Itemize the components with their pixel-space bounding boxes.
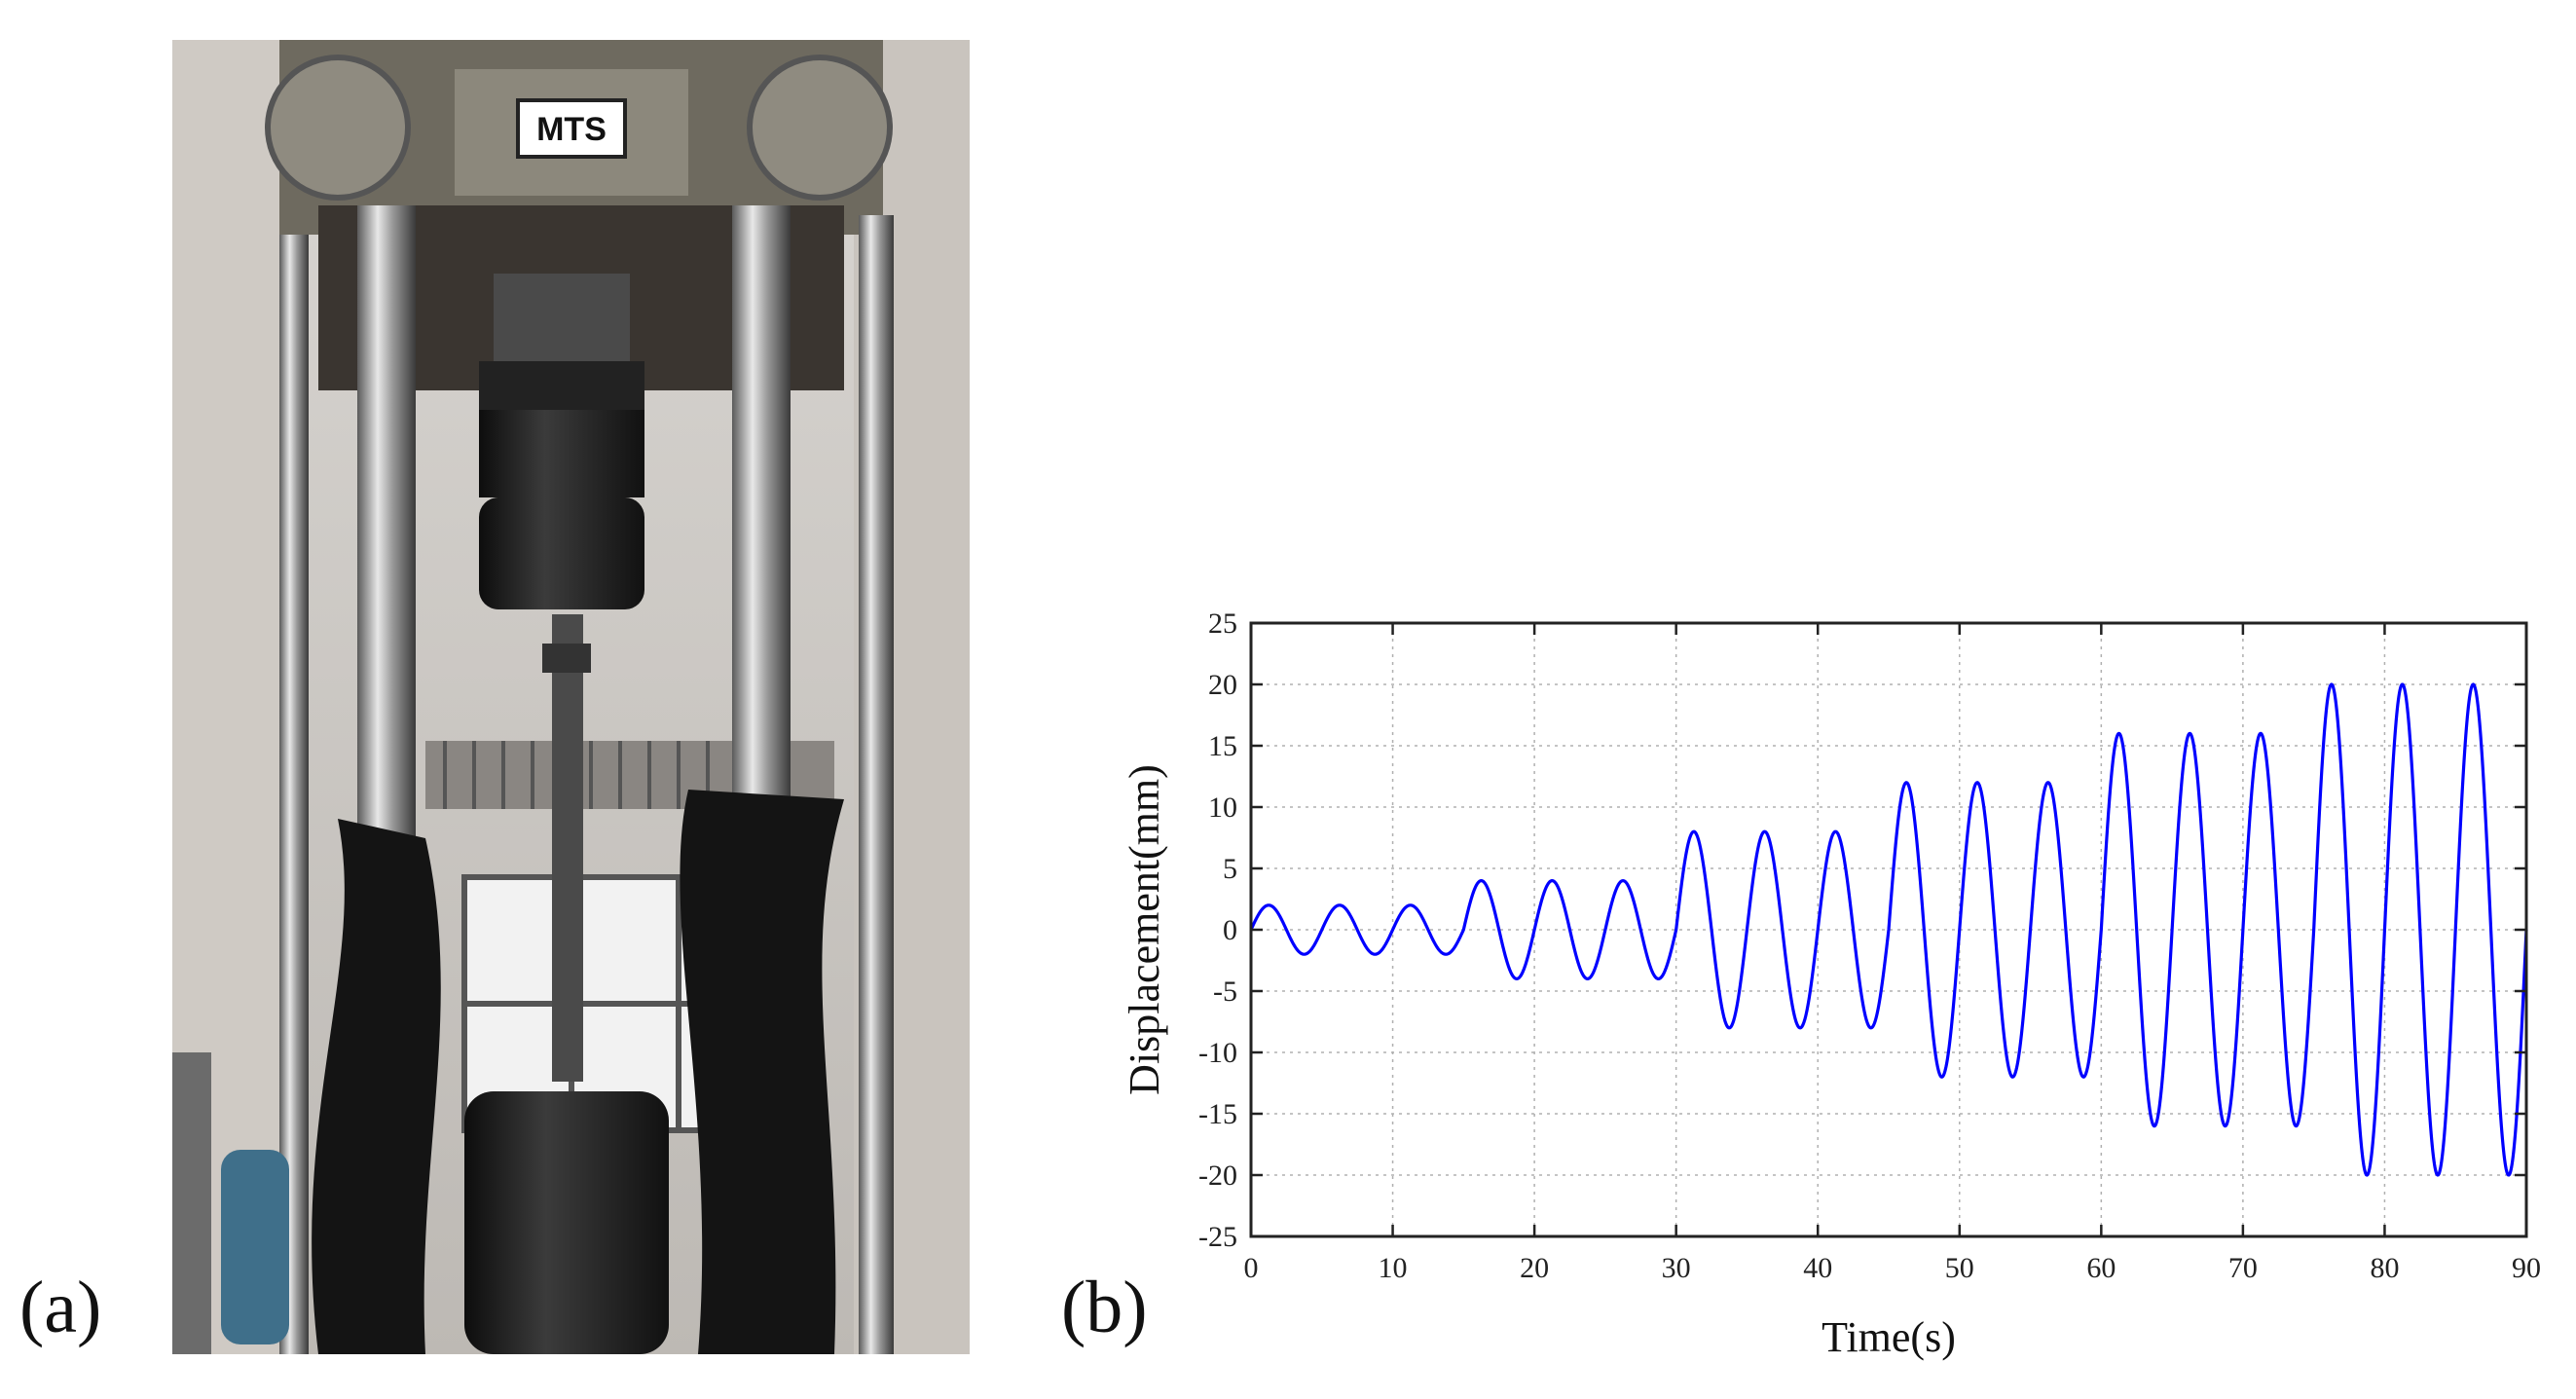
test-machine-photo: MTS [172, 40, 970, 1354]
x-axis-title: Time(s) [1822, 1313, 1956, 1361]
y-tick-label: -20 [1198, 1160, 1237, 1192]
x-tick-label: 90 [2512, 1252, 2541, 1284]
mts-badge-text: MTS [536, 111, 607, 148]
photo-illustration: MTS [172, 40, 970, 1354]
hose-right [680, 790, 844, 1354]
x-tick-label: 10 [1379, 1252, 1408, 1284]
actuator [479, 410, 644, 497]
y-axis-title: Displacement(mm) [1121, 764, 1168, 1095]
panel-label-a: (a) [19, 1267, 102, 1348]
y-tick-label: 0 [1223, 914, 1237, 946]
y-tick-label: 20 [1208, 669, 1237, 701]
lower-grip [464, 1091, 669, 1354]
x-tick-label: 50 [1945, 1252, 1974, 1284]
x-tick-label: 70 [2228, 1252, 2258, 1284]
panel-label-b: (b) [1061, 1267, 1148, 1348]
y-tick-label: -5 [1213, 976, 1237, 1008]
pulley-left [265, 55, 411, 201]
y-tick-label: -10 [1198, 1037, 1237, 1069]
x-tick-label: 30 [1662, 1252, 1691, 1284]
x-tick-label: 0 [1244, 1252, 1259, 1284]
series-layer [1249, 682, 2528, 1177]
hose-left [312, 819, 441, 1354]
x-tick-label: 40 [1803, 1252, 1832, 1284]
x-tick-label: 60 [2086, 1252, 2116, 1284]
y-tick-label: 15 [1208, 730, 1237, 762]
y-tick-label: -15 [1198, 1098, 1237, 1130]
series-line-displacement [1249, 682, 2528, 1177]
y-tick-label: 10 [1208, 792, 1237, 824]
axes: 0 10 20 30 40 50 60 70 80 90 -25 -20 -15 -10 -5 0 5 10 15 2… [1198, 607, 2541, 1284]
y-tick-label: 25 [1208, 607, 1237, 640]
x-tick-label: 80 [2370, 1252, 2399, 1284]
displacement-chart: 0 10 20 30 40 50 60 70 80 90 -25 -20 -15 -10 -5 0 5 10 15 2… [1121, 607, 2541, 1361]
x-tick-label: 20 [1520, 1252, 1549, 1284]
y-tick-label: 5 [1223, 853, 1237, 885]
y-tick-label: -25 [1198, 1221, 1237, 1253]
specimen [552, 614, 583, 1082]
pulley-right [747, 55, 893, 201]
mts-badge [516, 98, 627, 159]
